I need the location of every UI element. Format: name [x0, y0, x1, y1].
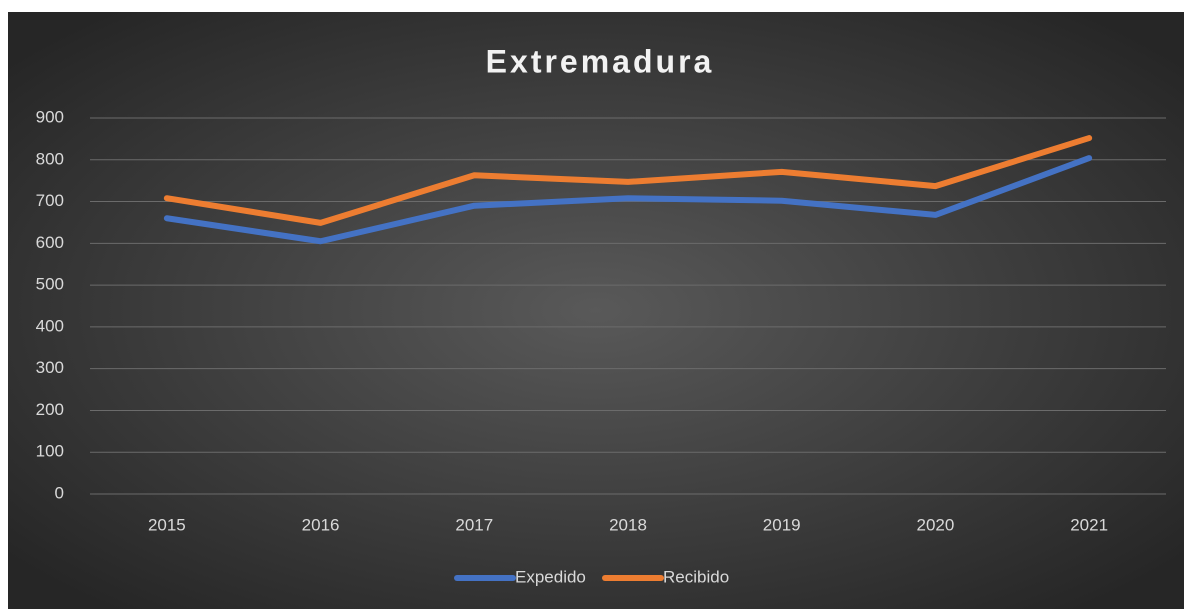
y-tick-label: 400: [36, 316, 64, 335]
y-tick-label: 0: [55, 483, 64, 502]
y-tick-label: 300: [36, 358, 64, 377]
y-tick-label: 500: [36, 275, 64, 294]
data-line: [163, 135, 1093, 226]
x-tick-label: 2018: [609, 515, 647, 534]
legend-label: Recibido: [663, 567, 729, 586]
y-tick-label: 800: [36, 149, 64, 168]
x-tick-label: 2020: [917, 515, 955, 534]
legend-label: Expedido: [515, 567, 586, 586]
y-tick-label: 600: [36, 233, 64, 252]
y-tick-label: 100: [36, 442, 64, 461]
x-tick-label: 2021: [1070, 515, 1108, 534]
y-tick-label: 700: [36, 191, 64, 210]
x-tick-label: 2019: [763, 515, 801, 534]
x-tick-label: 2016: [302, 515, 340, 534]
y-tick-label: 200: [36, 400, 64, 419]
chart-background: [8, 12, 1184, 609]
x-tick-label: 2017: [455, 515, 493, 534]
x-tick-label: 2015: [148, 515, 186, 534]
data-line: [163, 155, 1093, 245]
chart-title: Extremadura: [486, 43, 715, 79]
y-tick-label: 900: [36, 107, 64, 126]
